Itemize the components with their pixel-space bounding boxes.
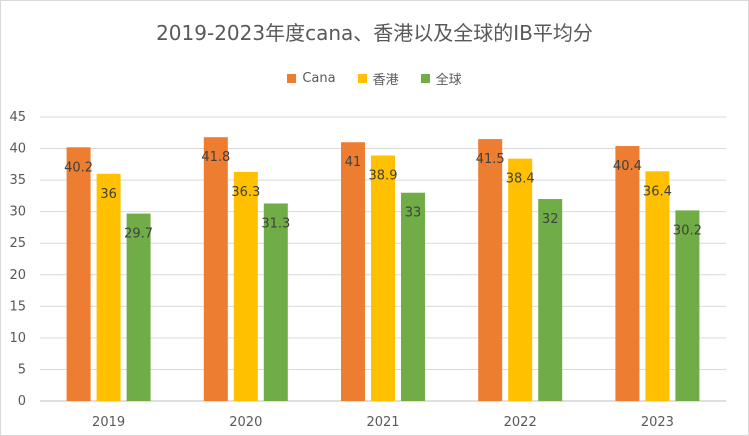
data-label: 41.8 (201, 150, 230, 165)
y-tick-label: 15 (9, 299, 26, 314)
x-tick-label: 2019 (92, 415, 125, 430)
data-label: 40.2 (64, 160, 93, 175)
y-tick-label: 10 (9, 331, 26, 346)
data-label: 41 (345, 155, 362, 170)
y-tick-label: 0 (18, 394, 26, 409)
legend-item-hongkong: 香港 (357, 69, 399, 88)
data-label: 29.7 (124, 227, 153, 242)
legend-label-cana: Cana (302, 71, 336, 86)
data-label: 30.2 (673, 223, 702, 238)
y-tick-label: 35 (9, 173, 26, 188)
bar (96, 173, 121, 401)
x-tick-label: 2021 (366, 415, 399, 430)
bar (615, 146, 640, 401)
data-label: 36.3 (231, 185, 260, 200)
bar (645, 171, 670, 401)
y-tick-label: 40 (9, 142, 26, 157)
legend-label-hongkong: 香港 (372, 73, 399, 88)
data-label: 32 (542, 212, 559, 227)
legend: Cana 香港 全球 (0, 69, 749, 88)
data-label: 31.3 (261, 216, 290, 231)
y-tick-label: 25 (9, 236, 26, 251)
bar (478, 139, 503, 402)
x-tick-label: 2023 (641, 415, 674, 430)
bar (126, 213, 151, 401)
x-tick-label: 2022 (504, 415, 537, 430)
x-tick-label: 2020 (229, 415, 262, 430)
data-label: 33 (405, 206, 422, 221)
legend-swatch-cana (287, 74, 297, 83)
y-tick-label: 5 (18, 362, 26, 377)
bar (401, 192, 425, 401)
bar (371, 155, 395, 401)
bar (341, 142, 365, 401)
legend-label-global: 全球 (435, 73, 462, 88)
data-label: 38.9 (369, 168, 398, 183)
legend-item-cana: Cana (287, 69, 336, 88)
data-label: 36.4 (643, 184, 672, 199)
bar (66, 147, 91, 401)
chart-title: 2019-2023年度cana、香港以及全球的IB平均分 (156, 21, 593, 45)
bar (203, 137, 228, 401)
bar (508, 158, 533, 401)
data-label: 40.4 (613, 159, 642, 174)
bar (233, 171, 258, 401)
y-tick-label: 20 (9, 268, 26, 283)
y-tick-label: 45 (9, 110, 26, 125)
y-tick-label: 30 (9, 205, 26, 220)
bar (675, 210, 700, 401)
data-label: 36 (100, 187, 117, 202)
bar (538, 199, 563, 401)
data-label: 38.4 (506, 172, 535, 187)
legend-swatch-hongkong (357, 74, 367, 83)
legend-swatch-global (420, 74, 430, 83)
legend-item-global: 全球 (420, 69, 462, 88)
bar (263, 203, 288, 401)
data-label: 41.5 (476, 152, 505, 167)
